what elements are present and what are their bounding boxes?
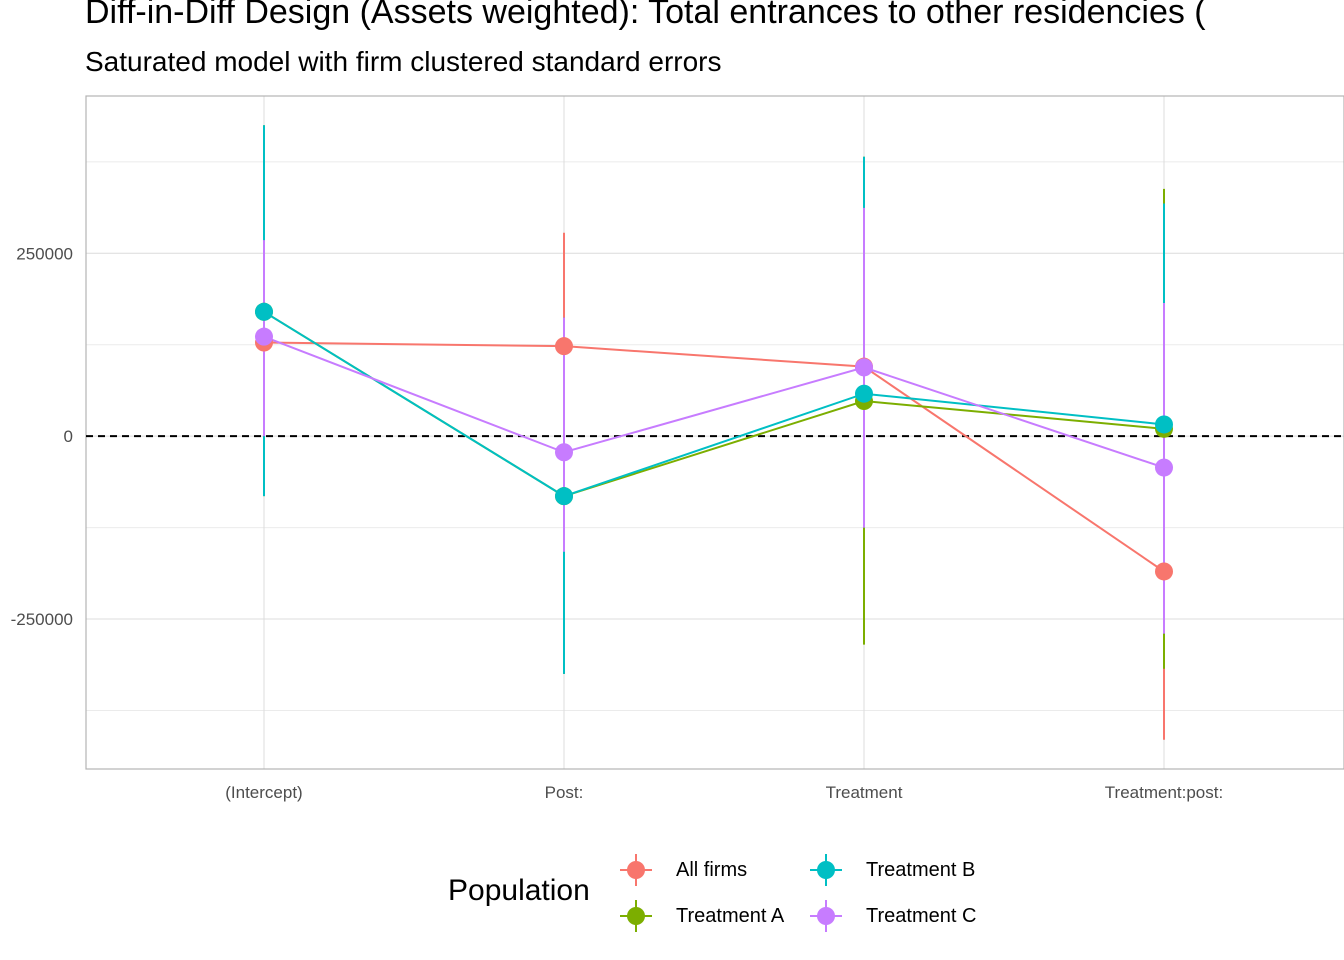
panel-border bbox=[85, 95, 1344, 770]
data-point bbox=[555, 487, 573, 506]
series-errorbars bbox=[263, 125, 1165, 674]
x-tick-label: Treatment bbox=[826, 783, 903, 802]
y-tick-label: -250000 bbox=[11, 610, 73, 629]
legend-item: All firms bbox=[616, 850, 747, 890]
data-point bbox=[555, 443, 573, 462]
legend-key bbox=[620, 854, 652, 886]
series-errorbars bbox=[263, 207, 1165, 634]
legend-label: Treatment C bbox=[866, 904, 977, 927]
data-point bbox=[1155, 415, 1173, 434]
major-gridlines bbox=[86, 96, 1344, 769]
legend-key bbox=[810, 854, 842, 886]
series-errorbars bbox=[263, 125, 1165, 674]
data-point bbox=[1155, 458, 1173, 477]
series-points bbox=[255, 302, 1173, 506]
legend-key bbox=[810, 900, 842, 932]
data-point bbox=[255, 302, 273, 321]
legend-label: Treatment B bbox=[866, 858, 976, 881]
legend-title: Population bbox=[448, 874, 590, 907]
legend-label: Treatment A bbox=[676, 904, 785, 927]
legend-item: Treatment B bbox=[806, 850, 975, 890]
series-errorbars bbox=[563, 202, 1165, 740]
series-line bbox=[263, 310, 1165, 498]
data-point bbox=[555, 337, 573, 356]
legend-label: All firms bbox=[676, 858, 748, 881]
series-line bbox=[263, 335, 1165, 469]
y-tick-label: 250000 bbox=[16, 244, 73, 263]
series-line bbox=[263, 341, 1165, 573]
data-point bbox=[255, 327, 273, 346]
chart-subtitle: Saturated model with firm clustered stan… bbox=[85, 46, 722, 77]
chart-title: Diff-in-Diff Design (Assets weighted): T… bbox=[85, 0, 1206, 31]
series-points bbox=[255, 333, 1173, 581]
y-tick-label: 0 bbox=[64, 427, 73, 446]
minor-gridlines bbox=[86, 161, 1344, 711]
x-tick-label: Post: bbox=[545, 783, 584, 802]
series-points bbox=[255, 302, 1173, 506]
x-tick-label: (Intercept) bbox=[225, 783, 302, 802]
data-point bbox=[855, 384, 873, 403]
series-points bbox=[255, 327, 1173, 477]
legend-item: Treatment A bbox=[616, 896, 784, 936]
data-point bbox=[855, 358, 873, 377]
legend-item: Treatment C bbox=[806, 896, 976, 936]
data-point bbox=[1155, 562, 1173, 581]
series-line bbox=[263, 310, 1165, 498]
legend-key bbox=[620, 900, 652, 932]
x-tick-label: Treatment:post: bbox=[1105, 783, 1223, 802]
